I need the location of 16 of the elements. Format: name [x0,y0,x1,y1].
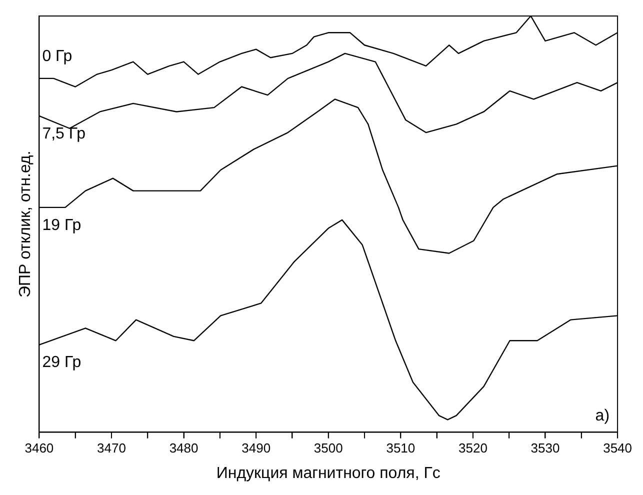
series-label: 19 Гр [42,216,82,234]
x-tick-label: 3530 [530,440,560,456]
y-axis-title: ЭПР отклик, отн.ед. [17,150,34,298]
x-tick-label: 3490 [242,440,271,456]
x-tick-label: 3510 [386,440,416,456]
x-axis-title: Индукция магнитного поля, Гс [216,464,440,482]
x-tick-label: 3480 [169,440,198,456]
x-tick-label: 3520 [458,440,488,456]
x-tick-label: 3470 [97,440,126,456]
x-tick-label: 3500 [314,440,343,456]
x-tick-label: 3460 [24,440,54,456]
series-label: 29 Гр [42,354,82,372]
series-label: 0 Гр [42,48,72,65]
x-tick-label: 3540 [603,440,632,456]
series-label: 7,5 Гр [42,125,86,142]
annotation: a) [595,408,610,425]
